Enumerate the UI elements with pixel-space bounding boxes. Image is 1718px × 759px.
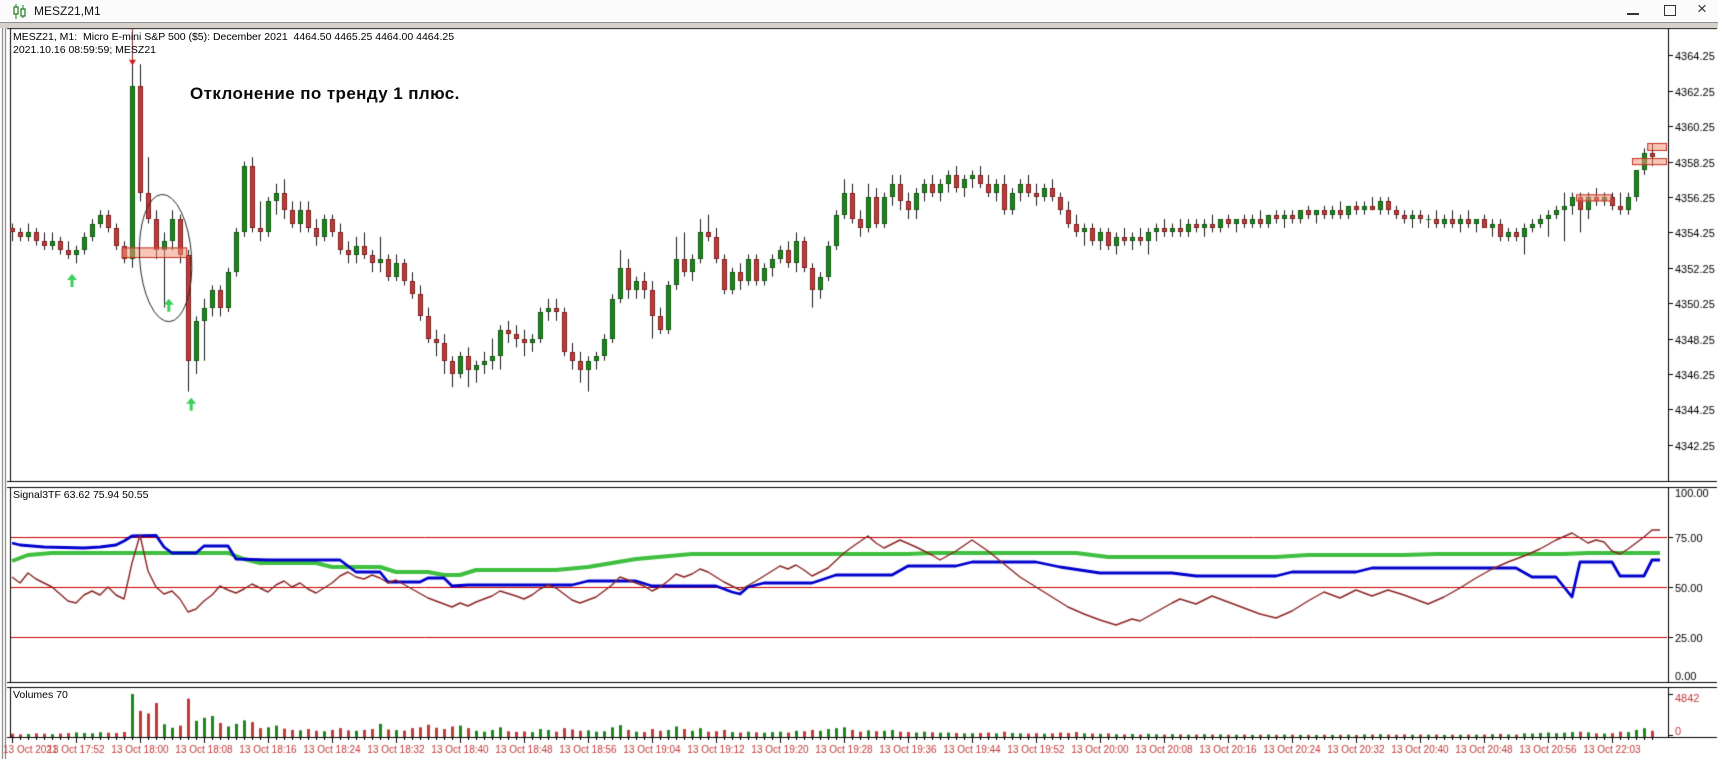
- volumes-indicator-label: Volumes 70: [13, 689, 68, 701]
- candlestick-chart-icon: [13, 4, 26, 19]
- signal-indicator-label: Signal3TF 63.62 75.94 50.55: [13, 489, 149, 501]
- maximize-icon: [1664, 5, 1676, 16]
- minimize-icon: [1627, 13, 1639, 15]
- chart-header-ohlc: MESZ21, M1: Micro E-mini S&P 500 ($5): D…: [13, 31, 455, 43]
- close-button[interactable]: ×: [1690, 0, 1718, 22]
- titlebar-separator-band: [0, 23, 1718, 28]
- chart-annotation-text: Отклонение по тренду 1 плюс.: [190, 84, 460, 103]
- window-titlebar[interactable]: MESZ21,M1 ×: [0, 0, 1718, 22]
- minimize-button[interactable]: [1618, 0, 1648, 22]
- close-icon: ×: [1697, 0, 1707, 18]
- chart-header-timestamp: 2021.10.16 08:59:59; MESZ21: [13, 44, 157, 56]
- titlebar-separator-line: [0, 22, 1718, 23]
- window-title: MESZ21,M1: [34, 4, 101, 18]
- maximize-button[interactable]: [1654, 0, 1684, 22]
